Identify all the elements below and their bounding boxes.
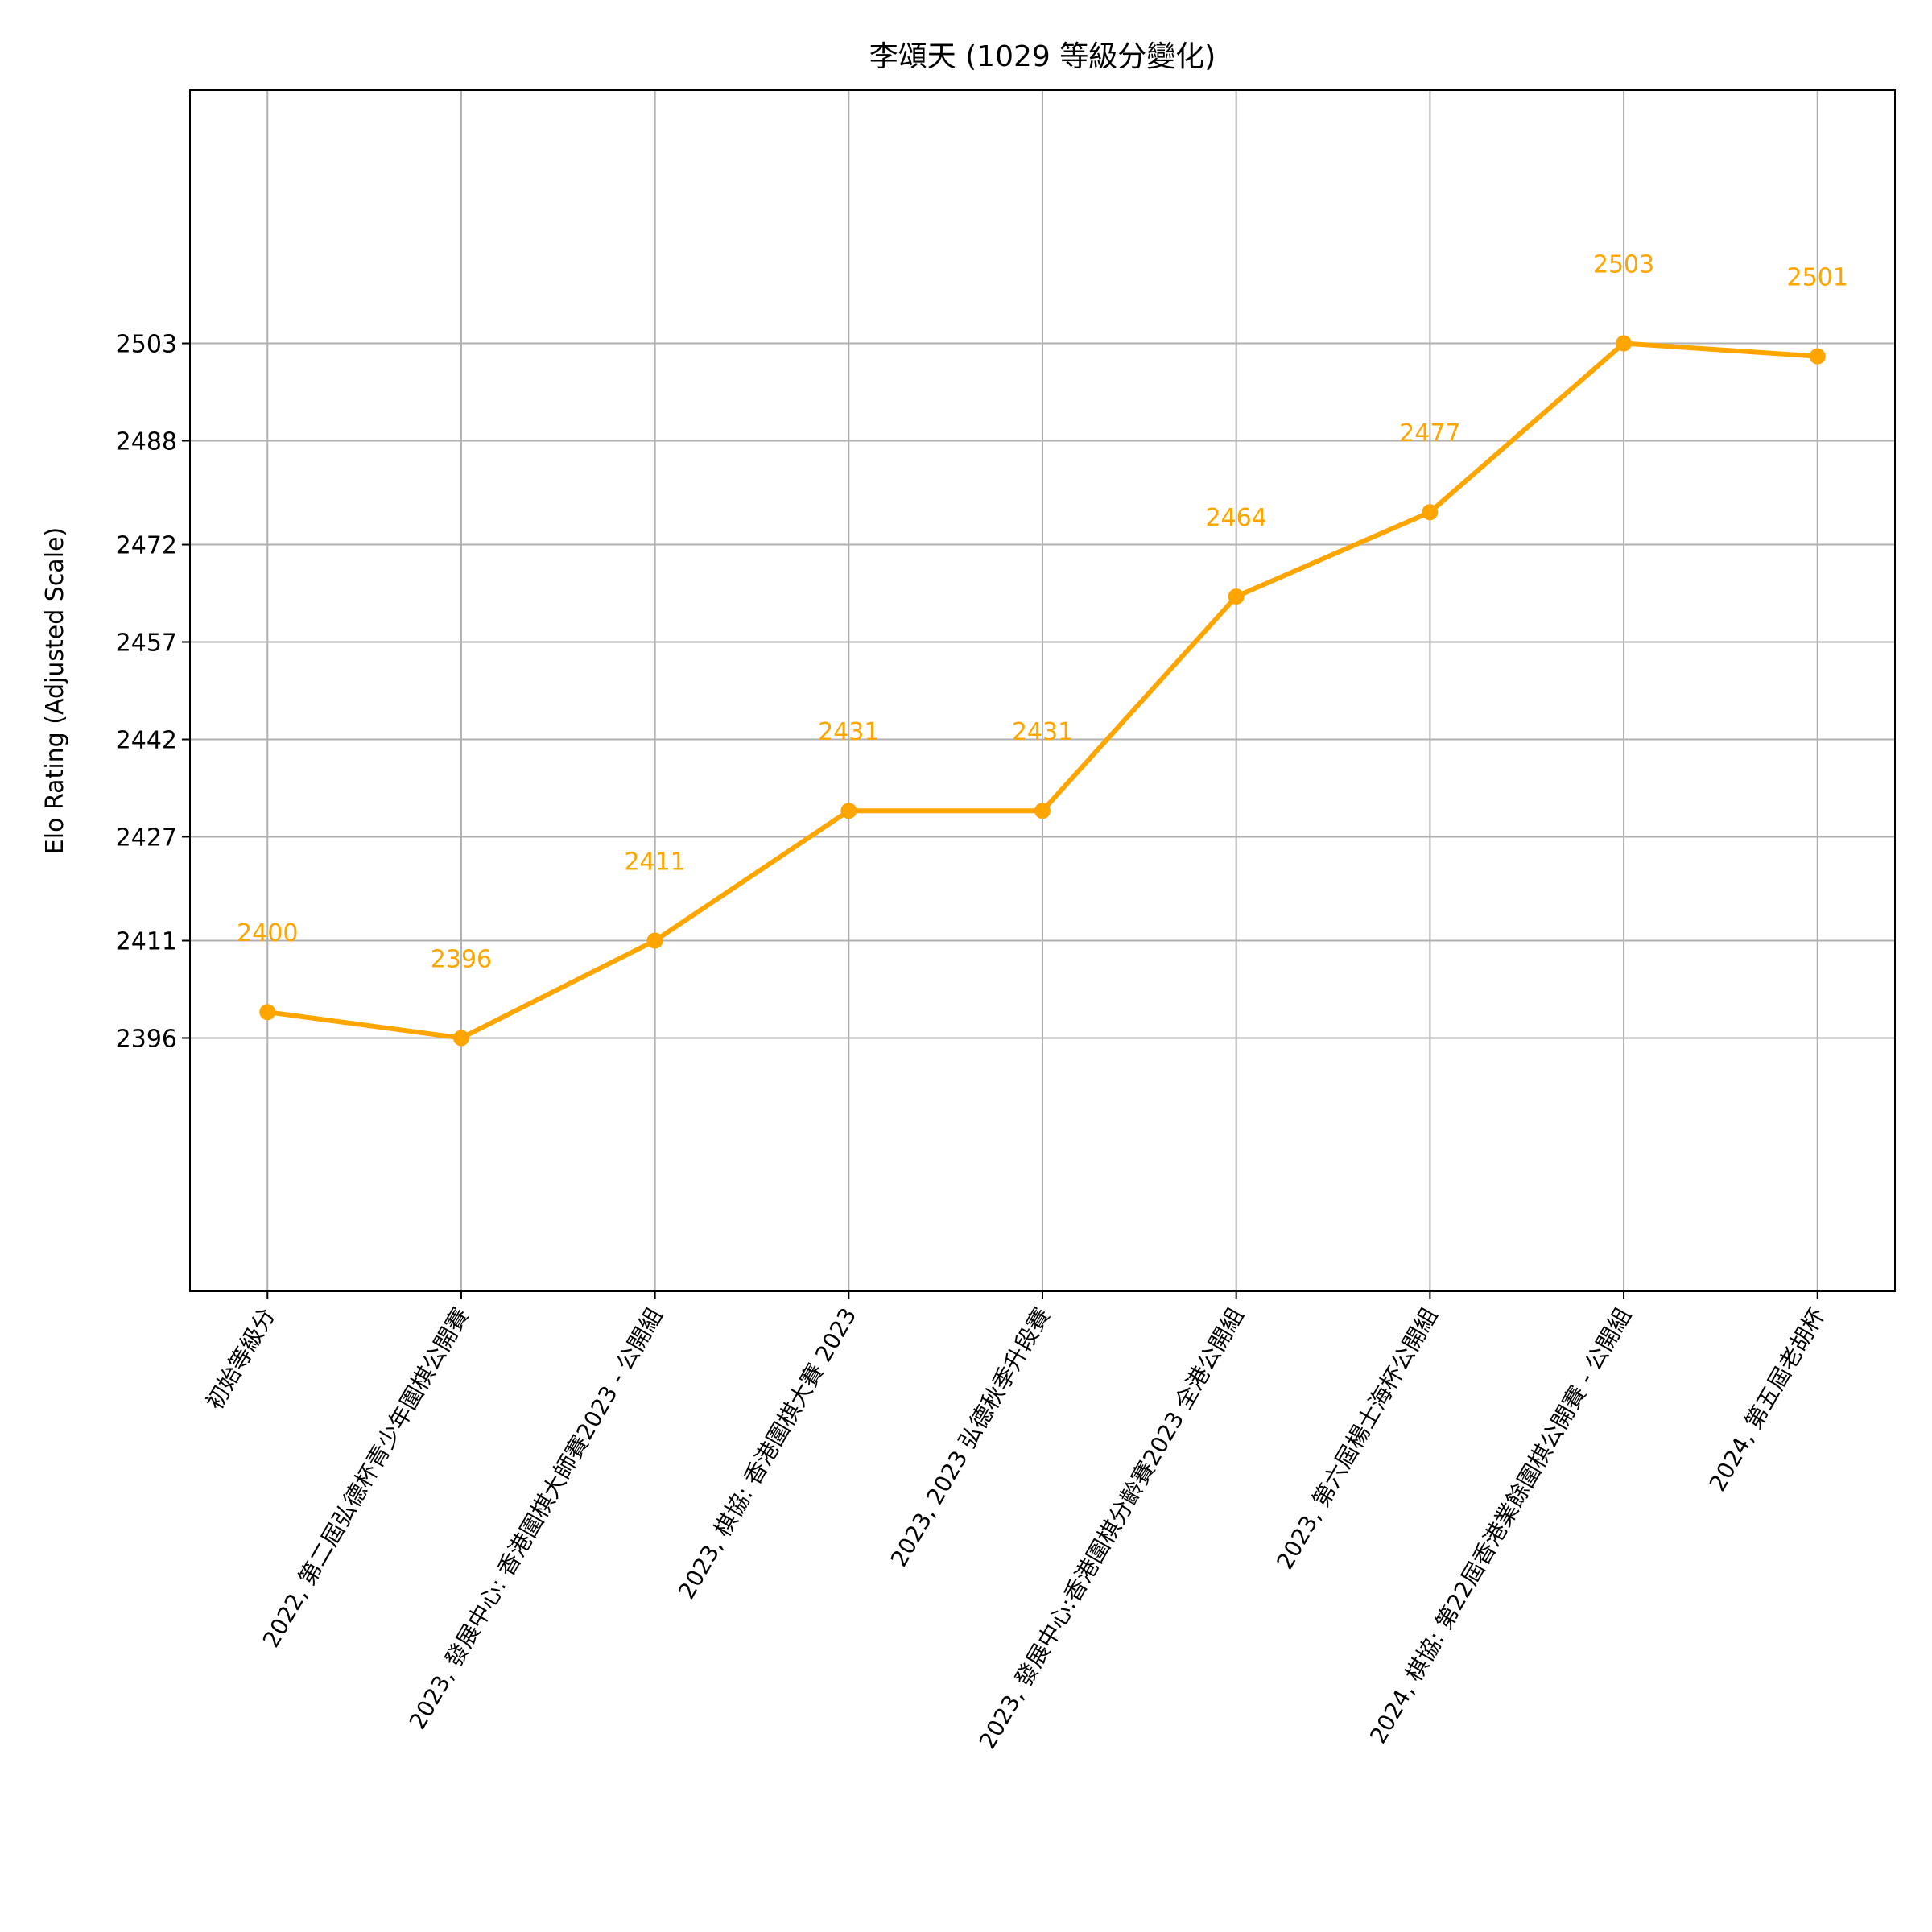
y-tick-label: 2457 [116,630,177,658]
y-tick-label: 2503 [116,331,177,359]
data-label: 2464 [1206,504,1267,532]
marker [1616,335,1633,352]
data-label: 2503 [1593,251,1654,279]
y-tick-label: 2396 [116,1025,177,1053]
y-axis-label: Elo Rating (Adjusted Scale) [41,527,69,854]
marker [1809,348,1826,365]
marker [452,1030,469,1046]
data-label: 2431 [818,718,879,746]
y-tick-label: 2472 [116,532,177,560]
data-label: 2431 [1012,718,1073,746]
data-label: 2400 [237,919,298,947]
marker [646,932,663,949]
chart-title: 李頌天 (1029 等級分變化) [869,40,1216,73]
marker [840,803,857,819]
marker [1422,504,1439,521]
data-label: 2396 [431,945,492,973]
marker [1034,803,1051,819]
data-label: 2477 [1399,419,1460,448]
y-tick-label: 2427 [116,824,177,852]
y-tick-label: 2442 [116,726,177,754]
data-label: 2501 [1787,264,1848,292]
y-tick-label: 2488 [116,428,177,456]
marker [1228,588,1245,605]
y-tick-label: 2411 [116,927,177,956]
marker [259,1004,276,1021]
data-label: 2411 [624,848,685,876]
plot-frame [189,89,1896,1292]
